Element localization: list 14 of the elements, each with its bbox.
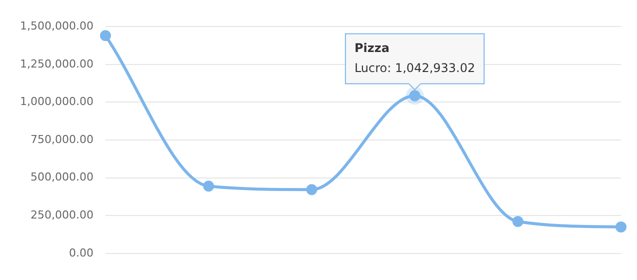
x-tick-label: Pizza [354, 40, 390, 55]
y-tick-label: 750,000.00 [30, 132, 94, 146]
y-tick-label: 500,000.00 [30, 170, 94, 184]
point [100, 30, 111, 42]
y-tick-label: 1,250,000.00 [20, 57, 94, 70]
point [203, 180, 214, 192]
y-tick-label: 1,500,000.00 [20, 19, 94, 32]
y-tick-label: 250,000.00 [30, 208, 94, 222]
point [306, 184, 318, 196]
point [616, 221, 626, 232]
y-tick-label: 1,000,000.00 [20, 95, 94, 108]
point [512, 216, 524, 227]
y-tick-label: 0.00 [68, 246, 94, 260]
annotation: Lucro: 1,042,933.02 [354, 60, 476, 75]
